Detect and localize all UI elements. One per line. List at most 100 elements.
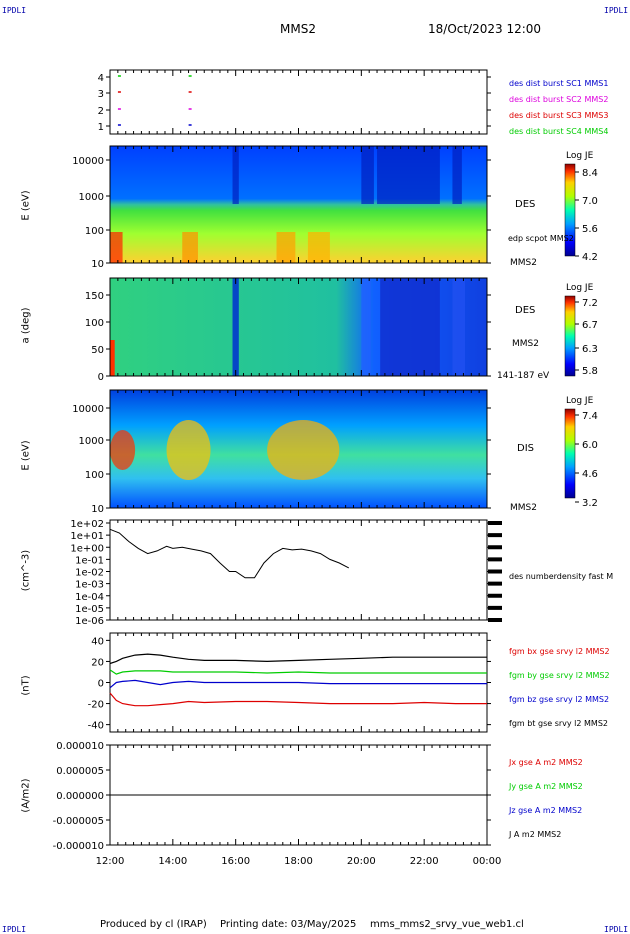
- des-colorbar: [564, 163, 576, 257]
- burst-legend-2: des dist burst SC2 MMS2: [509, 95, 608, 104]
- panel-bfield: 40 20 0 -20 -40 fgm bx gse srvy l2 MMS2 fgm by…: [88, 632, 610, 733]
- des-hot-patch: [182, 232, 198, 263]
- x-tick-label: 18:00: [284, 856, 313, 867]
- des-dark-band: [377, 146, 440, 204]
- corner-label-tr: IPDLI: [604, 6, 629, 15]
- density-right-tick-block: [488, 618, 502, 622]
- density-ytick: 1e+02: [70, 519, 104, 530]
- spacecraft-title: MMS2: [280, 22, 316, 36]
- pitch-band: [232, 278, 239, 376]
- bfield-legend-0: fgm bx gse srvy l2 MMS2: [509, 647, 610, 656]
- pitch-band: [452, 278, 466, 376]
- cbar1-title: Log JE: [566, 151, 594, 161]
- current-ytick: -0.000010: [53, 841, 104, 852]
- dis-hot-region: [166, 420, 211, 480]
- panel-burst: 4 3 2 1 des dist burst SC1 MMS1 des dist burs…: [98, 69, 608, 136]
- footer-produced: Produced by cl (IRAP): [100, 919, 207, 930]
- pitch-band: [380, 278, 440, 376]
- panel-dis-energy: 10000 1000 100 10 7.4 6.0 4.6 3.2: [72, 389, 598, 515]
- pitch-ytick-0: 0: [98, 372, 104, 383]
- burst-legend-4: des dist burst SC4 MMS4: [509, 127, 608, 136]
- burst-ytick-2: 2: [98, 106, 104, 117]
- bfield-legend-3: fgm bt gse srvy l2 MMS2: [509, 719, 608, 728]
- date-title: 18/Oct/2023 12:00: [428, 22, 542, 36]
- pitch-colorbar: [564, 295, 576, 377]
- corner-label-br: IPDLI: [604, 925, 629, 934]
- dis-cbar-tick-label: 7.4: [582, 411, 598, 422]
- des-hot-patch: [307, 232, 330, 263]
- edp-overlay-label: edp scpot MMS2: [508, 234, 574, 243]
- bfield-ytick: 20: [91, 657, 104, 668]
- current-ytick: 0.000005: [56, 766, 104, 777]
- density-ytick: 1e-03: [75, 580, 104, 591]
- des-dark-band: [361, 146, 374, 204]
- burst-ytick-1: 1: [98, 122, 104, 133]
- bfield-legend-2: fgm bz gse srvy l2 MMS2: [509, 695, 609, 704]
- pitch-ytick-100: 100: [85, 318, 104, 329]
- corner-label-bl: IPDLI: [2, 925, 27, 934]
- bfield-ytick: -40: [88, 721, 104, 732]
- bfield-series-3: [109, 653, 487, 665]
- panel-des-energy: 10000 1000 100 10 8.4 7.0 5.6 4.2: [72, 145, 598, 270]
- density-ytick: 1e+00: [70, 543, 104, 554]
- density-right-tick-block: [488, 533, 502, 538]
- x-tick-label: 00:00: [473, 856, 502, 867]
- des-ytick-100: 100: [85, 226, 104, 237]
- dis-cbar-tick-label: 4.6: [582, 469, 598, 480]
- density-ytick: 1e-05: [75, 604, 104, 615]
- dis-hot-region: [267, 420, 340, 480]
- pitch-cbar-tick-label: 5.8: [582, 366, 598, 377]
- density-right-tick-block: [488, 557, 502, 562]
- burst-legend-3: des dist burst SC3 MMS3: [509, 111, 608, 120]
- x-tick-label: 16:00: [221, 856, 250, 867]
- density-ytick: 1e-06: [75, 616, 104, 627]
- pitch-des-label: DES: [515, 305, 536, 316]
- des-cbar-tick-label: 8.4: [582, 168, 598, 179]
- cbar3-title: Log JE: [566, 396, 594, 406]
- density-line: [109, 528, 350, 579]
- burst-ytick-3: 3: [98, 89, 104, 100]
- density-ytick: 1e+01: [70, 531, 104, 542]
- des-cbar-tick-label: 4.2: [582, 252, 598, 263]
- dis-ytick-10: 10: [91, 504, 104, 515]
- panel-des-pitch: 150 100 50 0 7.2 6.7 6.3 5.8: [85, 277, 598, 383]
- bfield-ytick: -20: [88, 700, 104, 711]
- x-axis: 12:00 14:00 16:00 18:00 20:00 22:00 00:00: [96, 856, 502, 867]
- dis-cbar-tick-label: 3.2: [582, 498, 598, 509]
- density-ytick: 1e-04: [75, 592, 104, 603]
- des-label: DES: [515, 199, 536, 210]
- bfield-series-1: [109, 669, 487, 675]
- density-right-tick-block: [488, 569, 502, 574]
- bfield-series-0: [109, 692, 487, 707]
- pitch-sc-label: MMS2: [512, 339, 539, 349]
- x-tick-label: 12:00: [96, 856, 125, 867]
- dis-ytick-1000: 1000: [79, 436, 104, 447]
- current-ytick: 0.000000: [56, 791, 104, 802]
- dis-colorbar: [564, 408, 576, 499]
- bfield-ytick: 0: [98, 679, 104, 690]
- x-tick-label: 20:00: [347, 856, 376, 867]
- density-right-tick-block: [488, 545, 502, 550]
- corner-label-tl: IPDLI: [2, 6, 27, 15]
- x-tick-label: 14:00: [158, 856, 187, 867]
- current-ytick: -0.000005: [53, 816, 104, 827]
- density-right-tick-block: [488, 521, 502, 525]
- density-right-tick-block: [488, 605, 502, 610]
- des-hot-patch: [276, 232, 296, 263]
- des-dark-band: [452, 146, 462, 204]
- pitch-ytick-50: 50: [91, 345, 104, 356]
- burst-legend-1: des dist burst SC1 MMS1: [509, 79, 608, 88]
- dis-hot-region: [110, 430, 136, 470]
- density-right-tick-block: [488, 581, 502, 586]
- dis-label: DIS: [517, 443, 534, 454]
- x-tick-label: 22:00: [410, 856, 439, 867]
- des-dark-band: [232, 146, 239, 204]
- pitch-band: [361, 278, 371, 376]
- dis-sc-label: MMS2: [510, 503, 537, 513]
- des-ytick-1000: 1000: [79, 192, 104, 203]
- pitch-cbar-tick-label: 7.2: [582, 298, 598, 309]
- des-cbar-tick-label: 5.6: [582, 224, 598, 235]
- dis-ytick-100: 100: [85, 470, 104, 481]
